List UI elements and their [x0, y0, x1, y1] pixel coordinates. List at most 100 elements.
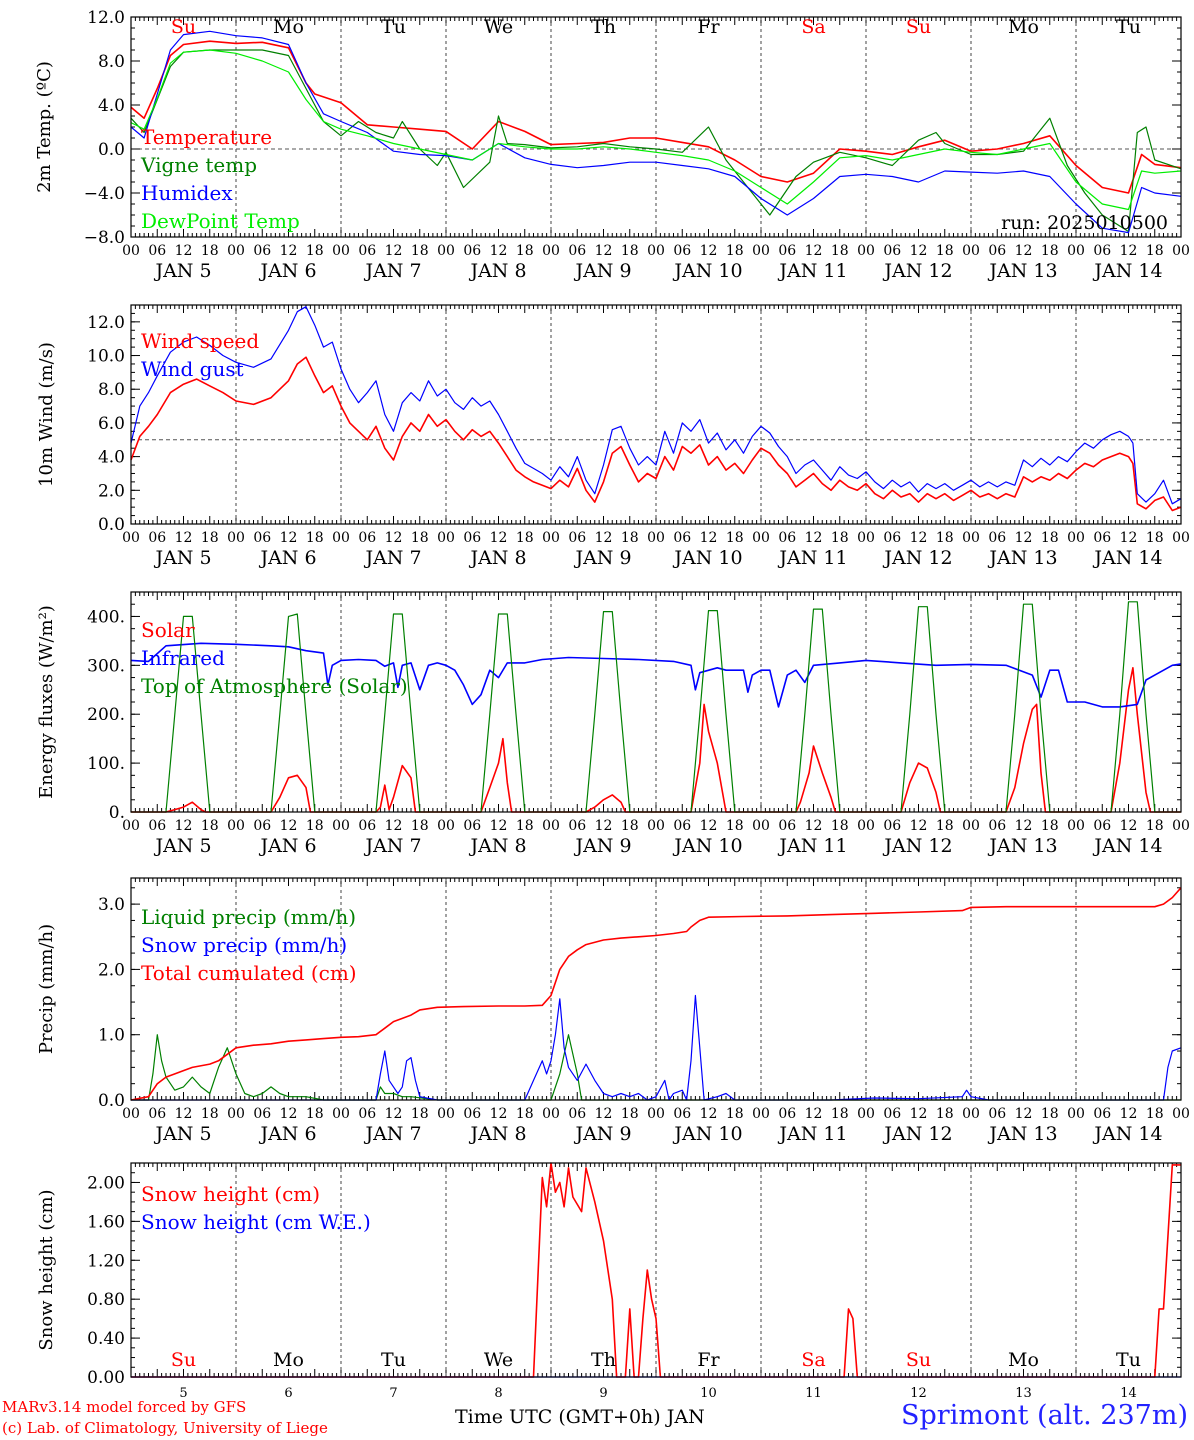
weekday-label: Su [906, 1349, 931, 1371]
x-tick-label: 18 [726, 818, 744, 834]
x-tick-label: 00 [227, 1106, 245, 1122]
x-tick-label: 18 [1146, 530, 1164, 546]
y-tick-label: 300. [87, 656, 125, 676]
weekday-label: Sa [801, 1349, 825, 1371]
x-tick-label: 06 [883, 243, 901, 259]
y-axis-label: Precip (mm/h) [36, 924, 57, 1054]
x-tick-label: 06 [148, 243, 166, 259]
x-tick-label: 12 [700, 530, 718, 546]
x-tick-label: 06 [883, 1106, 901, 1122]
x-tick-label: 00 [1172, 530, 1190, 546]
series-line-infrared [130, 642, 1182, 708]
x-tick-label: 06 [988, 818, 1006, 834]
day-label: JAN 9 [573, 835, 631, 857]
x-tick-label: 12 [280, 1106, 298, 1122]
x-tick-label: 00 [227, 530, 245, 546]
x-tick-label: 12 [700, 1106, 718, 1122]
x-tick-label: 12 [1015, 1106, 1033, 1122]
x-tick-label: 18 [831, 243, 849, 259]
day-label: JAN 12 [882, 260, 952, 282]
y-tick-label: 0.0 [98, 1091, 125, 1111]
x-tick-label: 00 [857, 243, 875, 259]
day-label: JAN 5 [153, 1123, 211, 1145]
day-label: JAN 11 [777, 1123, 847, 1145]
x-tick-label: 12 [1015, 818, 1033, 834]
day-number: 12 [910, 1386, 927, 1401]
weekday-label: We [484, 1349, 513, 1371]
x-tick-label: 12 [1120, 818, 1138, 834]
day-label: JAN 14 [1092, 260, 1162, 282]
x-tick-label: 12 [910, 530, 928, 546]
x-tick-label: 12 [595, 243, 613, 259]
x-tick-label: 00 [227, 243, 245, 259]
panel-snow: 2.00 1.60 1.20 0.80 0.40 0.00 Snow height (cm)… [36, 1162, 1182, 1401]
x-tick-label: 06 [253, 1106, 271, 1122]
plot-frame [130, 1162, 1182, 1378]
day-label: JAN 5 [153, 835, 211, 857]
weekday-label: Th [591, 1349, 616, 1371]
x-tick-label: 06 [778, 1106, 796, 1122]
series-line-vigne-temp [130, 49, 1182, 233]
day-label: JAN 11 [777, 547, 847, 569]
y-tick-label: 2.0 [98, 960, 125, 980]
x-tick-label: 12 [385, 530, 403, 546]
x-tick-label: 12 [490, 530, 508, 546]
y-tick-label: 12.0 [87, 8, 125, 28]
weekday-label: Sa [801, 16, 825, 38]
day-label: JAN 14 [1092, 835, 1162, 857]
x-tick-label: 18 [1041, 243, 1059, 259]
x-tick-label: 12 [1120, 1106, 1138, 1122]
x-tick-label: 00 [1172, 243, 1190, 259]
x-tick-label: 12 [700, 243, 718, 259]
x-tick-label: 18 [621, 1106, 639, 1122]
legend-entry: Infrared [141, 646, 225, 670]
x-tick-label: 12 [910, 1106, 928, 1122]
y-tick-label: −8.0 [84, 228, 125, 248]
day-label: JAN 13 [987, 547, 1057, 569]
day-label: JAN 8 [468, 1123, 526, 1145]
x-tick-label: 06 [1093, 243, 1111, 259]
x-tick-label: 12 [175, 243, 193, 259]
x-tick-label: 18 [726, 530, 744, 546]
x-tick-label: 00 [1067, 818, 1085, 834]
x-tick-label: 00 [332, 818, 350, 834]
day-number: 8 [494, 1386, 502, 1401]
y-tick-label: 4.0 [98, 448, 125, 468]
weekday-label: Mo [273, 1349, 304, 1371]
weekday-label: Tu [381, 1349, 406, 1371]
x-tick-label: 18 [201, 818, 219, 834]
time-axis-label: Time UTC (GMT+0h) JAN [455, 1406, 705, 1428]
day-label: JAN 6 [258, 1123, 316, 1145]
x-tick-label: 06 [148, 1106, 166, 1122]
x-tick-label: 12 [280, 818, 298, 834]
x-tick-label: 18 [411, 1106, 429, 1122]
legend-entry: Snow height (cm) [141, 1182, 320, 1206]
x-tick-label: 12 [175, 818, 193, 834]
x-tick-label: 18 [1146, 243, 1164, 259]
x-tick-label: 06 [148, 818, 166, 834]
x-tick-label: 18 [726, 243, 744, 259]
day-label: JAN 12 [882, 547, 952, 569]
x-tick-label: 12 [595, 1106, 613, 1122]
series-line-wind-gust [130, 306, 1182, 505]
day-label: JAN 9 [573, 260, 631, 282]
x-tick-label: 00 [1067, 530, 1085, 546]
x-tick-label: 18 [831, 818, 849, 834]
x-tick-label: 18 [201, 1106, 219, 1122]
run-annotation: run: 2025010500 [1001, 212, 1168, 234]
day-label: JAN 6 [258, 835, 316, 857]
x-tick-label: 00 [962, 818, 980, 834]
x-tick-label: 12 [385, 818, 403, 834]
x-tick-label: 06 [778, 530, 796, 546]
y-tick-label: 0.0 [98, 140, 125, 160]
x-tick-label: 12 [1015, 243, 1033, 259]
y-tick-label: 12.0 [87, 313, 125, 333]
x-tick-label: 12 [280, 530, 298, 546]
x-tick-label: 06 [253, 818, 271, 834]
x-tick-label: 06 [253, 530, 271, 546]
series-line-wind-speed [130, 356, 1182, 512]
x-tick-label: 12 [385, 243, 403, 259]
day-number: 6 [284, 1386, 292, 1401]
x-tick-label: 06 [253, 243, 271, 259]
